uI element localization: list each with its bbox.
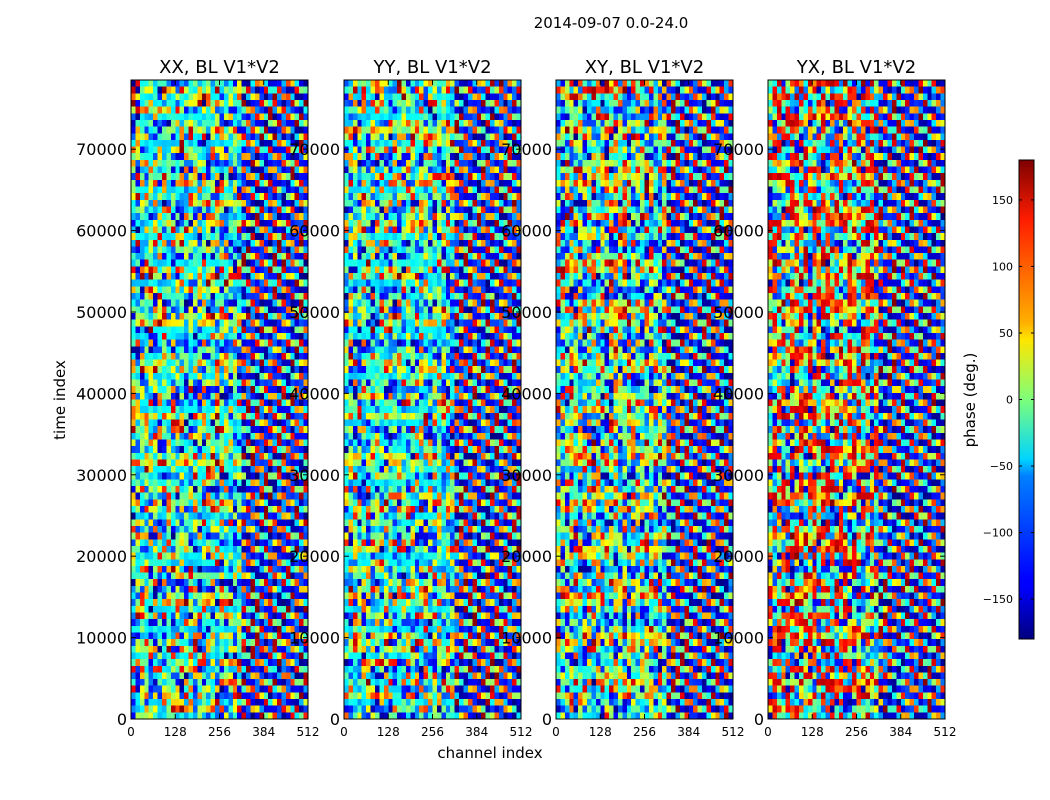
y-tick-label: 50000 — [76, 303, 127, 322]
x-tick-label: 256 — [208, 725, 231, 739]
y-axis-label: time index — [51, 360, 69, 440]
y-tick-label: 40000 — [501, 384, 552, 403]
colorbar-tick-label: 100 — [992, 260, 1013, 273]
y-tick-label: 40000 — [289, 384, 340, 403]
y-tick-label: 70000 — [289, 140, 340, 159]
y-tick-label: 10000 — [713, 629, 764, 648]
x-tick-label: 512 — [934, 725, 957, 739]
panel-title: YX, BL V1*V2 — [796, 57, 916, 78]
y-tick-label: 70000 — [76, 140, 127, 159]
colorbar-tick-label: 50 — [999, 327, 1013, 340]
heatmap-image-xx — [131, 80, 308, 719]
x-tick-label: 256 — [421, 725, 444, 739]
y-tick-label: 60000 — [501, 222, 552, 241]
y-tick-label: 60000 — [289, 222, 340, 241]
x-tick-label: 256 — [633, 725, 656, 739]
colorbar-tick-label: 150 — [992, 194, 1013, 207]
y-tick-label: 0 — [542, 710, 552, 729]
y-tick-label: 20000 — [501, 547, 552, 566]
x-tick-label: 384 — [677, 725, 700, 739]
y-tick-label: 50000 — [501, 303, 552, 322]
x-tick-label: 128 — [164, 725, 187, 739]
y-tick-label: 30000 — [289, 466, 340, 485]
y-tick-label: 60000 — [713, 222, 764, 241]
y-tick-label: 30000 — [501, 466, 552, 485]
x-tick-label: 384 — [252, 725, 275, 739]
panel-title: YY, BL V1*V2 — [372, 57, 491, 78]
x-tick-label: 384 — [889, 725, 912, 739]
y-tick-label: 40000 — [713, 384, 764, 403]
x-tick-label: 512 — [510, 725, 533, 739]
y-tick-label: 70000 — [501, 140, 552, 159]
colorbar: −150 −100 −50 0 50 100 150 — [983, 159, 1035, 640]
y-tick-label: 40000 — [76, 384, 127, 403]
y-tick-label: 30000 — [713, 466, 764, 485]
y-tick-label: 10000 — [76, 629, 127, 648]
panels-group: XX, BL V1*V2 0 128 256 384 512 0 10000 20000 3000… — [76, 57, 956, 739]
colorbar-tick-label: −50 — [990, 460, 1013, 473]
x-tick-label: 128 — [589, 725, 612, 739]
x-tick-label: 0 — [340, 725, 348, 739]
colorbar-label: phase (deg.) — [961, 353, 979, 448]
heatmap-image-yy — [344, 80, 521, 719]
y-tick-label: 30000 — [76, 466, 127, 485]
x-tick-label: 512 — [297, 725, 320, 739]
y-tick-label: 10000 — [501, 629, 552, 648]
y-tick-label: 70000 — [713, 140, 764, 159]
x-tick-label: 512 — [722, 725, 745, 739]
heatmap-image-xy — [556, 80, 733, 719]
panel-yy: YY, BL V1*V2 0 128 256 384 512 0 10000 20000 3000… — [289, 57, 532, 739]
x-tick-label: 384 — [465, 725, 488, 739]
x-tick-label: 128 — [377, 725, 400, 739]
y-tick-label: 10000 — [289, 629, 340, 648]
figure-suptitle: 2014-09-07 0.0-24.0 — [534, 14, 689, 32]
y-tick-label: 0 — [117, 710, 127, 729]
x-tick-label: 128 — [801, 725, 824, 739]
y-tick-label: 0 — [754, 710, 764, 729]
y-tick-label: 50000 — [713, 303, 764, 322]
colorbar-tick-label: 0 — [1006, 394, 1013, 407]
panel-title: XY, BL V1*V2 — [585, 57, 704, 78]
x-tick-label: 0 — [764, 725, 772, 739]
y-tick-label: 20000 — [76, 547, 127, 566]
panel-xx: XX, BL V1*V2 0 128 256 384 512 0 10000 20000 3000… — [76, 57, 319, 739]
panel-title: XX, BL V1*V2 — [159, 57, 280, 78]
panel-yx: YX, BL V1*V2 0 128 256 384 512 0 10000 20000 3000… — [713, 57, 956, 739]
y-tick-label: 0 — [330, 710, 340, 729]
y-tick-label: 20000 — [713, 547, 764, 566]
heatmap-image-yx — [768, 80, 945, 719]
y-tick-label: 20000 — [289, 547, 340, 566]
x-tick-label: 0 — [127, 725, 135, 739]
x-axis-label: channel index — [437, 744, 542, 762]
x-tick-label: 0 — [552, 725, 560, 739]
y-tick-label: 50000 — [289, 303, 340, 322]
x-tick-label: 256 — [845, 725, 868, 739]
colorbar-tick-label: −150 — [983, 593, 1013, 606]
y-tick-label: 60000 — [76, 222, 127, 241]
panel-xy: XY, BL V1*V2 0 128 256 384 512 0 10000 20000 3000… — [501, 57, 744, 739]
colorbar-tick-label: −100 — [983, 527, 1013, 540]
